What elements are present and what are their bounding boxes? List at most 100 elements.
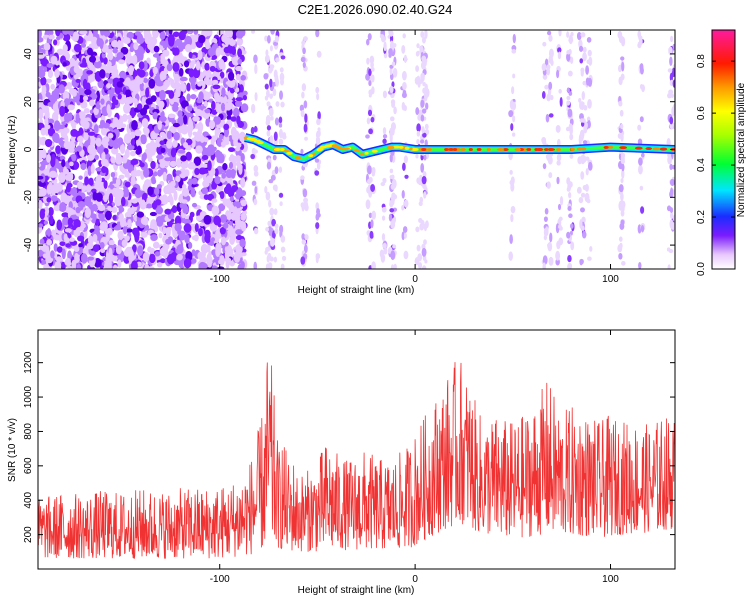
heatmap-cell [59, 155, 66, 161]
heatmap-cell [229, 196, 235, 202]
heatmap-cell [541, 91, 546, 99]
colorbar-tick-label: 0.4 [696, 158, 707, 172]
heatmap-cell [186, 30, 193, 33]
heatmap-cell [77, 135, 84, 143]
heatmap-cell [53, 234, 62, 241]
heatmap-cell [147, 157, 153, 162]
heatmap-cell [416, 244, 421, 252]
heatmap-cell [117, 40, 122, 48]
heatmap-cell [186, 93, 191, 102]
heatmap-cell [80, 162, 87, 171]
heatmap-cell [90, 213, 97, 219]
heatmap-cell [130, 175, 136, 184]
heatmap-cell [188, 242, 193, 249]
heatmap-cell [73, 218, 81, 229]
heatmap-cell [122, 113, 128, 122]
heatmap-cell [203, 100, 209, 107]
heatmap-cell [129, 46, 135, 53]
heatmap-cell [145, 143, 153, 151]
heatmap-cell [156, 184, 163, 189]
heatmap-cell [238, 92, 244, 99]
heatmap-cell [366, 38, 370, 46]
heatmap-cell [585, 168, 589, 176]
heatmap-cell [111, 95, 117, 105]
heatmap-cell [192, 115, 200, 122]
heatmap-cell [135, 220, 141, 227]
heatmap-cell [382, 127, 387, 135]
heatmap-cell [86, 70, 93, 75]
heatmap-cell [182, 205, 189, 214]
heatmap-cell [581, 91, 585, 101]
heatmap-cell [159, 31, 166, 40]
heatmap-cell [143, 167, 150, 178]
heatmap-cell [637, 138, 643, 146]
heatmap-cell [263, 73, 269, 80]
heatmap-cell [186, 82, 191, 92]
heatmap-cell [316, 50, 322, 58]
heatmap-cell [225, 198, 231, 208]
heatmap-cell [315, 222, 320, 229]
heatmap-cell [66, 207, 73, 214]
heatmap-cell [274, 223, 279, 229]
heatmap-cell [369, 230, 374, 239]
heatmap-cell [63, 233, 68, 242]
heatmap-cell [567, 70, 573, 77]
heatmap-cell [279, 201, 283, 207]
heatmap-cell [582, 46, 587, 53]
heatmap-cell [227, 71, 235, 81]
heatmap-cell [509, 169, 513, 175]
heatmap-cell [94, 154, 99, 161]
heatmap-cell [282, 132, 287, 138]
heatmap-cell [253, 164, 259, 173]
heatmap-cell [201, 163, 209, 168]
heatmap-cell [146, 196, 151, 206]
signal-peak [555, 148, 562, 151]
heatmap-cell [301, 83, 307, 92]
heatmap-cell [193, 30, 199, 35]
heatmap-cell [60, 261, 66, 269]
heatmap-cell [278, 116, 283, 124]
heatmap-cell [670, 35, 674, 43]
y-tick-label: 200 [23, 526, 34, 543]
heatmap-cell [542, 41, 547, 47]
heatmap-cell [231, 185, 239, 191]
heatmap-cell [365, 199, 371, 210]
heatmap-cell [269, 45, 273, 52]
heatmap-cell [224, 102, 232, 111]
heatmap-cell [95, 137, 102, 147]
heatmap-cell [151, 178, 157, 185]
heatmap-cell [39, 238, 45, 245]
heatmap-cell [381, 206, 387, 213]
heatmap-cell [204, 70, 212, 78]
heatmap-cell [56, 48, 65, 56]
heatmap-cell [511, 86, 515, 95]
heatmap-cell [586, 59, 591, 65]
heatmap-cell [237, 263, 244, 269]
heatmap-cell [315, 86, 320, 94]
heatmap-cell [41, 84, 47, 94]
heatmap-cell [125, 89, 132, 98]
heatmap-cell [171, 205, 177, 213]
heatmap-cell [159, 70, 167, 81]
heatmap-cell [162, 242, 168, 249]
colorbar-gradient [711, 29, 736, 270]
heatmap-cell [50, 83, 56, 90]
heatmap-cell [183, 258, 192, 269]
heatmap-cell [638, 157, 643, 166]
heatmap-cell [368, 128, 373, 135]
colorbar-tick-label: 0.2 [696, 210, 707, 224]
heatmap-cell [670, 187, 674, 197]
heatmap-cell [75, 212, 83, 217]
heatmap-cell [54, 68, 60, 78]
heatmap-cell [238, 131, 246, 143]
heatmap-cell [131, 227, 140, 236]
heatmap-cell [370, 183, 376, 192]
heatmap-cell [542, 139, 547, 146]
heatmap-cell [142, 127, 148, 132]
heatmap-cell [253, 54, 258, 64]
heatmap-cell [211, 205, 220, 216]
heatmap-cell [50, 55, 58, 65]
heatmap-cell [110, 172, 116, 178]
heatmap-cell [80, 253, 88, 264]
heatmap-cell [197, 81, 203, 87]
